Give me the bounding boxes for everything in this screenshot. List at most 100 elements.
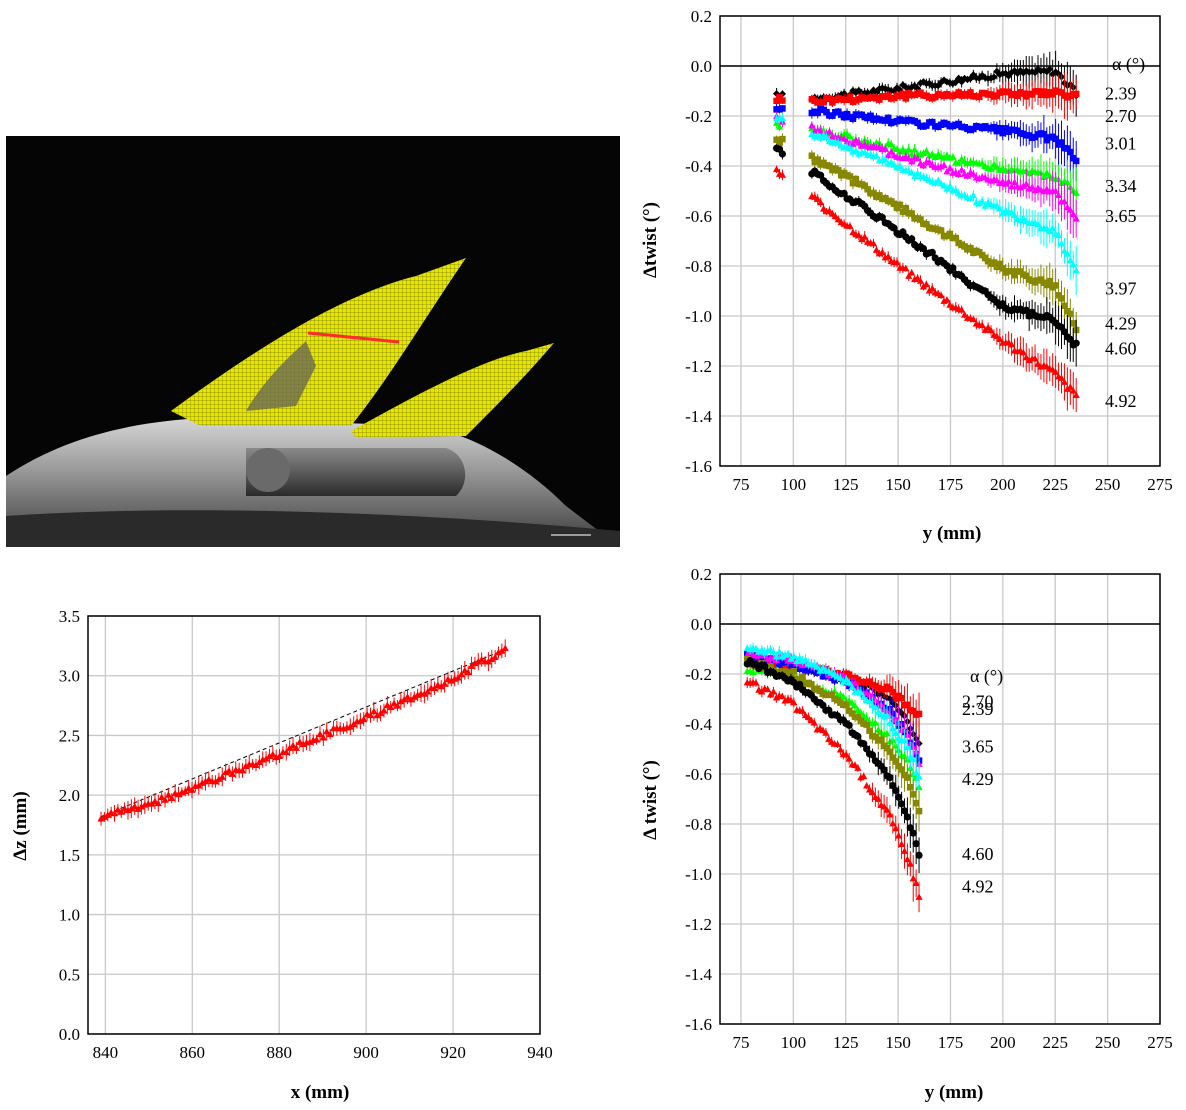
- twist-top-point: [908, 150, 916, 158]
- twist-top-point: [899, 90, 907, 98]
- twist-bottom-gridlines: [720, 573, 1161, 1025]
- twist-bottom-point: [749, 668, 757, 675]
- dz-point: [195, 782, 203, 789]
- dz-point: [373, 711, 381, 719]
- twist-top-point: [1060, 378, 1069, 385]
- dz-point: [262, 755, 270, 762]
- dz-point: [323, 727, 331, 735]
- twist-bottom-series-4-60: [743, 657, 923, 874]
- twist-top-point: [955, 170, 963, 177]
- twist-top-point: [876, 192, 883, 199]
- twist-bottom-point: [895, 762, 902, 770]
- dz-y-tick-label: 1.0: [59, 906, 80, 925]
- twist-bottom-y-tick-label: 0.2: [691, 565, 712, 584]
- twist-top-point: [823, 108, 830, 116]
- twist-top-point: [905, 154, 913, 162]
- dz-y-label: Δz (mm): [10, 791, 31, 860]
- twist-top-point: [1066, 383, 1074, 390]
- twist-top-point: [999, 265, 1006, 272]
- twist-top-point: [908, 210, 915, 217]
- twist-bottom-point: [898, 766, 905, 773]
- dz-point: [100, 813, 109, 820]
- twist-bottom-y-tick-label: -0.8: [685, 815, 712, 834]
- dz-point: [292, 744, 300, 751]
- twist-top-point: [1072, 391, 1080, 399]
- dz-point: [407, 695, 415, 703]
- twist-bottom-point: [883, 744, 891, 752]
- dz-point: [491, 653, 499, 661]
- twist-bottom-point: [883, 806, 891, 813]
- twist-bottom-point: [912, 879, 920, 886]
- dz-point: [299, 740, 307, 747]
- dz-point: [474, 658, 482, 665]
- twist-bottom-plot: 75 100 125 150 175 200 225 250 275 0.2 0.0 -0.2 -0.4…: [640, 565, 1173, 1103]
- twist-bottom-point: [810, 719, 818, 726]
- dz-point: [350, 720, 358, 728]
- twist-top-point: [1022, 180, 1030, 187]
- twist-bottom-point: [769, 688, 778, 695]
- twist-bottom-point: [877, 736, 885, 743]
- twist-top-point: [855, 231, 863, 239]
- twist-top-point: [1049, 91, 1056, 98]
- dz-point: [313, 736, 321, 743]
- twist-chart-top: 75 100 125 150 175 200 225 250 275 0.2 0.0 -0.2 -0.4…: [640, 0, 1186, 552]
- dz-point: [168, 794, 176, 802]
- twist-bottom-point: [889, 819, 897, 827]
- twist-top-point: [1066, 256, 1074, 264]
- twist-top-point: [775, 123, 784, 130]
- twist-top-x-tick-label: 75: [732, 475, 749, 494]
- twist-top-point: [1040, 88, 1048, 95]
- twist-top-point: [1072, 266, 1080, 274]
- dz-point: [397, 697, 405, 705]
- twist-top-point: [1043, 224, 1051, 232]
- twist-bottom-point: [758, 655, 766, 663]
- large-wing-grid: [171, 258, 466, 426]
- twist-top-point: [846, 132, 854, 140]
- twist-top-point: [849, 115, 857, 122]
- twist-bottom-point: [886, 748, 894, 756]
- twist-top-point: [928, 150, 936, 157]
- twist-top-point: [829, 112, 836, 119]
- twist-top-point: [1034, 65, 1042, 73]
- twist-top-point: [940, 76, 948, 84]
- twist-bottom-point: [843, 701, 850, 709]
- twist-top-point: [996, 179, 1004, 187]
- wing-surface-photo: [6, 136, 620, 547]
- twist-top-y-tick-label: -0.4: [685, 157, 712, 176]
- twist-top-point: [1052, 187, 1060, 194]
- twist-top-series-4-60: [772, 144, 1080, 367]
- twist-top-point: [955, 74, 963, 82]
- twist-top-point: [984, 323, 992, 331]
- twist-top-point: [861, 233, 869, 240]
- twist-top-point: [905, 272, 913, 279]
- dz-point: [164, 791, 173, 798]
- dz-point: [228, 770, 237, 777]
- twist-top-y-tick-label: 0.2: [691, 7, 712, 26]
- twist-top-point: [773, 97, 780, 105]
- twist-top-point: [978, 321, 986, 328]
- twist-bottom-series-4-92: [743, 676, 923, 913]
- twist-bottom-point: [752, 645, 760, 652]
- twist-top-point: [958, 166, 966, 173]
- twist-bottom-point: [889, 754, 897, 761]
- twist-bottom-point: [866, 727, 873, 734]
- twist-top-point: [905, 145, 913, 153]
- twist-top-point: [820, 99, 827, 106]
- twist-top-point: [1069, 387, 1077, 394]
- twist-top-point: [913, 154, 922, 162]
- dz-point: [110, 809, 119, 817]
- twist-top-point: [916, 151, 925, 158]
- dz-point: [147, 800, 156, 807]
- twist-top-point: [899, 81, 907, 89]
- twist-top-point: [893, 258, 901, 266]
- twist-top-plot: 75 100 125 150 175 200 225 250 275 0.2 0.0 -0.2 -0.4…: [640, 7, 1173, 544]
- twist-bottom-y-tick-label: -0.6: [685, 765, 712, 784]
- twist-chart-bottom: 75 100 125 150 175 200 225 250 275 0.2 0.0 -0.2 -0.4…: [640, 565, 1186, 1110]
- twist-bottom-point: [863, 714, 871, 721]
- dz-x-tick-label: 880: [266, 1043, 292, 1062]
- twist-top-point: [852, 146, 860, 154]
- twist-bottom-point: [863, 721, 870, 728]
- twist-top-point: [923, 221, 930, 228]
- dz-point: [306, 738, 314, 745]
- twist-top-point: [990, 259, 998, 266]
